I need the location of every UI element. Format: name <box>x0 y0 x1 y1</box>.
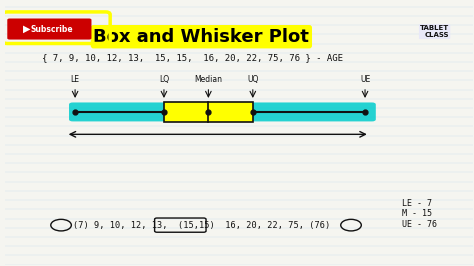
Text: (7) 9, 10, 12, 13,  (15,15)  16, 20, 22, 75, (76): (7) 9, 10, 12, 13, (15,15) 16, 20, 22, 7… <box>73 221 330 230</box>
Text: Box and Whisker Plot: Box and Whisker Plot <box>93 28 310 46</box>
Text: LQ: LQ <box>159 75 169 84</box>
Text: LE - 7
M - 15
UE - 76: LE - 7 M - 15 UE - 76 <box>402 199 438 228</box>
Text: TABLET
CLASS: TABLET CLASS <box>420 25 449 38</box>
FancyBboxPatch shape <box>7 19 91 40</box>
Text: ▶: ▶ <box>23 24 30 34</box>
FancyBboxPatch shape <box>164 102 253 122</box>
Text: Median: Median <box>194 75 222 84</box>
Text: { 7, 9, 10, 12, 13,  15, 15,  16, 20, 22, 75, 76 } - AGE: { 7, 9, 10, 12, 13, 15, 15, 16, 20, 22, … <box>42 53 343 63</box>
Text: LE: LE <box>71 75 80 84</box>
FancyBboxPatch shape <box>69 102 376 121</box>
Text: UQ: UQ <box>247 75 258 84</box>
Text: Subscribe: Subscribe <box>30 24 73 34</box>
Text: UE: UE <box>360 75 370 84</box>
